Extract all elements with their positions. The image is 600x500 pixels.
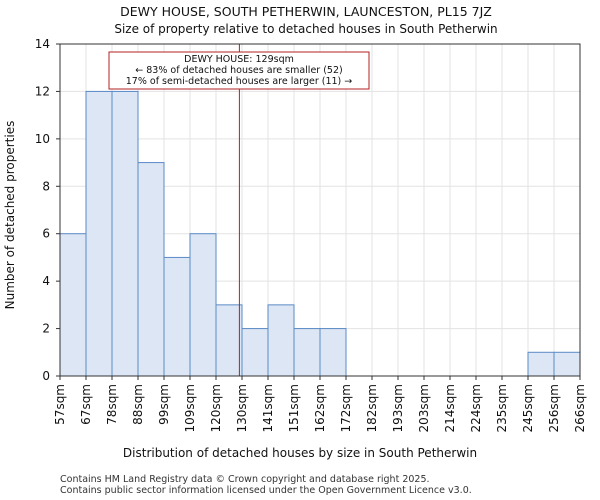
annotation-line-2: ← 83% of detached houses are smaller (52… <box>135 65 342 76</box>
x-tick-label: 67sqm <box>79 384 93 425</box>
x-tick-label: 245sqm <box>521 384 535 432</box>
annotation-line-1: DEWY HOUSE: 129sqm <box>184 54 294 65</box>
x-tick-label: 78sqm <box>105 384 119 425</box>
x-tick-label: 162sqm <box>313 384 327 432</box>
x-tick-label: 172sqm <box>339 384 353 432</box>
y-tick-label: 12 <box>35 84 50 98</box>
annotation-box: DEWY HOUSE: 129sqm ← 83% of detached hou… <box>108 51 370 90</box>
y-tick-label: 14 <box>35 37 50 51</box>
y-tick-label: 2 <box>42 322 50 336</box>
y-tick-label: 6 <box>42 227 50 241</box>
bar-256sqm <box>553 351 581 377</box>
y-axis-label: Number of detached properties <box>3 121 17 310</box>
bar-151sqm <box>293 328 321 377</box>
x-tick-label: 141sqm <box>261 384 275 432</box>
bar-120sqm <box>215 304 243 377</box>
y-tick-label: 0 <box>42 369 50 383</box>
chart-subtitle: Size of property relative to detached ho… <box>114 22 497 36</box>
bar-141sqm <box>267 304 295 377</box>
bar-245sqm <box>527 351 555 377</box>
y-tick-label: 4 <box>42 274 50 288</box>
x-axis-label: Distribution of detached houses by size … <box>123 446 477 460</box>
bar-130sqm <box>241 328 269 377</box>
x-axis-ticks: 57sqm 67sqm 78sqm 88sqm 99sqm 109sqm 120sqm 130… <box>53 376 587 432</box>
x-tick-label: 182sqm <box>365 384 379 432</box>
footer-licence: Contains public sector information licen… <box>60 485 472 496</box>
x-tick-label: 109sqm <box>183 384 197 432</box>
x-tick-label: 99sqm <box>157 384 171 425</box>
x-tick-label: 151sqm <box>287 384 301 432</box>
x-tick-label: 120sqm <box>209 384 223 432</box>
x-tick-label: 88sqm <box>131 384 145 425</box>
y-tick-label: 10 <box>35 132 50 146</box>
x-tick-label: 193sqm <box>391 384 405 432</box>
footer-copyright: Contains HM Land Registry data © Crown c… <box>60 474 430 485</box>
x-tick-label: 256sqm <box>547 384 561 432</box>
y-tick-label: 8 <box>42 179 50 193</box>
x-tick-label: 235sqm <box>495 384 509 432</box>
bar-109sqm <box>189 233 217 377</box>
bar-88sqm <box>137 162 165 377</box>
chart-title: DEWY HOUSE, SOUTH PETHERWIN, LAUNCESTON,… <box>120 4 492 19</box>
bar-99sqm <box>163 256 191 377</box>
x-tick-label: 214sqm <box>443 384 457 432</box>
x-tick-label: 130sqm <box>235 384 249 432</box>
histogram-chart: DEWY HOUSE, SOUTH PETHERWIN, LAUNCESTON,… <box>3 4 587 460</box>
y-axis-ticks: 0 2 4 6 8 10 12 14 <box>35 37 60 383</box>
x-tick-label: 57sqm <box>53 384 67 425</box>
annotation-line-3: 17% of semi-detached houses are larger (… <box>126 76 353 87</box>
bar-67sqm <box>85 90 113 377</box>
bar-57sqm <box>59 233 87 377</box>
x-tick-label: 266sqm <box>573 384 587 432</box>
bar-162sqm <box>319 328 347 377</box>
bar-78sqm <box>111 90 139 377</box>
x-tick-label: 203sqm <box>417 384 431 432</box>
x-tick-label: 224sqm <box>469 384 483 432</box>
bars <box>59 90 581 377</box>
